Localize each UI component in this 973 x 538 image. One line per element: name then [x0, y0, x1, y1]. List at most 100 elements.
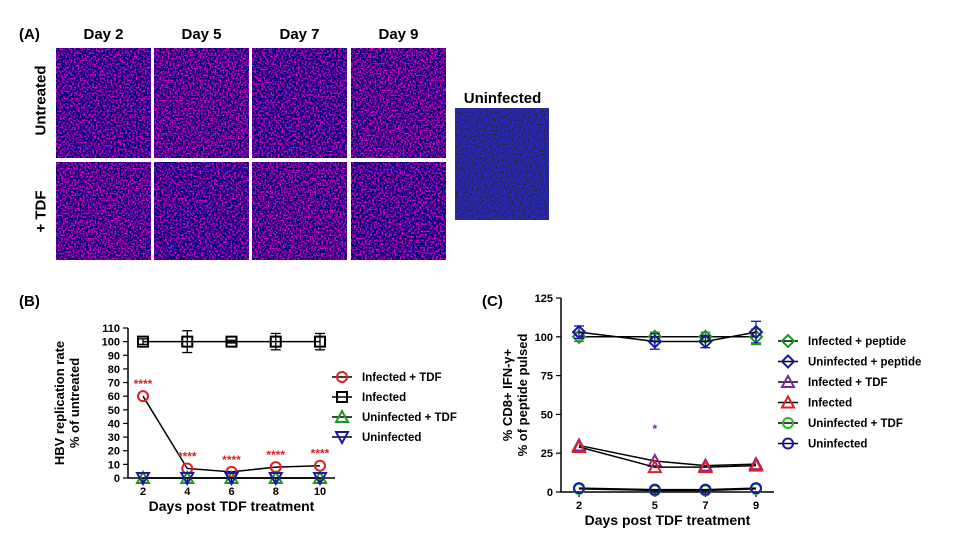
microscopy-grid	[56, 48, 549, 260]
panel-c-label: (C)	[482, 293, 503, 310]
x-axis-label: Days post TDF treatment	[149, 498, 315, 514]
significance-label: ****	[222, 453, 241, 467]
data-point-infected	[697, 459, 714, 474]
micrograph-untreated-day-9	[351, 48, 446, 158]
data-point-uninfected-peptide	[748, 324, 764, 340]
column-header-day-7: Day 7	[279, 26, 320, 43]
data-point-uninfected	[179, 472, 195, 487]
data-point-infected	[314, 335, 326, 348]
micrograph-tdf-day-9	[351, 162, 446, 260]
legend-label-infected-peptide: Infected + peptide	[808, 336, 906, 348]
y-axis-label: HBV replication rate	[52, 341, 67, 465]
data-point-uninfected	[312, 472, 328, 487]
data-point-uninfected	[573, 482, 585, 495]
y-tick-label: 30	[108, 432, 120, 444]
data-point-uninfected	[750, 482, 762, 495]
y-tick-label: 50	[108, 405, 120, 417]
legend-label-infected-tdf: Infected + TDF	[362, 372, 442, 384]
y-axis-label: % of untreated	[67, 358, 82, 448]
data-point-infected	[748, 457, 764, 472]
data-point-uninfected	[135, 472, 151, 487]
series-line-uninfected	[578, 487, 757, 491]
column-header-day-2: Day 2	[83, 26, 124, 43]
data-point-infected	[647, 459, 663, 474]
legend-label-uninfected-tdf: Uninfected + TDF	[362, 412, 457, 424]
legend-label-infected: Infected	[362, 392, 406, 404]
micrograph-tdf-day-7	[252, 162, 347, 260]
micrograph-untreated-day-7	[252, 48, 347, 158]
legend-label-infected: Infected	[808, 398, 852, 410]
panel-a-label: (A)	[19, 26, 40, 43]
legend-marker-uninfected	[334, 431, 350, 446]
y-tick-label: 10	[108, 459, 120, 471]
data-point-infected	[181, 335, 194, 348]
x-tick-label: 5	[652, 500, 658, 512]
column-header-day-5: Day 5	[181, 26, 222, 43]
legend-marker-uninfected	[782, 437, 794, 450]
y-tick-label: 40	[108, 418, 120, 430]
data-point-uninfected	[223, 472, 240, 487]
x-tick-label: 9	[753, 500, 759, 512]
legend-label-uninfected: Uninfected	[808, 439, 867, 451]
y-axis-label: % CD8+ IFN-γ+	[500, 348, 515, 441]
legend-marker-uninfected-tdf	[782, 417, 794, 429]
x-tick-label: 2	[576, 500, 582, 512]
significance-label: ****	[311, 447, 330, 461]
y-tick-label: 125	[535, 293, 553, 305]
y-tick-label: 90	[108, 350, 120, 362]
legend-marker-infected	[780, 394, 796, 409]
x-tick-label: 8	[273, 486, 279, 498]
micrograph-uninfected	[455, 108, 549, 220]
data-point-infected-tdf	[137, 390, 149, 403]
data-point-uninfected	[648, 483, 661, 496]
legend-label-infected-tdf: Infected + TDF	[808, 377, 888, 389]
y-tick-label: 80	[108, 364, 120, 376]
micrograph-untreated-day-5	[154, 48, 249, 158]
significance-label: *	[653, 422, 658, 436]
data-point-infected	[269, 335, 282, 348]
legend-label-uninfected-tdf: Uninfected + TDF	[808, 418, 903, 430]
legend-marker-infected-tdf	[780, 373, 796, 388]
legend-marker-uninfected-tdf	[334, 408, 350, 423]
x-axis-label: Days post TDF treatment	[585, 512, 751, 528]
y-tick-label: 60	[108, 391, 120, 403]
series-line-uninfected-tdf	[578, 488, 757, 492]
column-header-day-9: Day 9	[378, 26, 419, 43]
data-point-uninfected-peptide	[571, 324, 587, 340]
uninfected-label: Uninfected	[463, 90, 542, 107]
micrograph-tdf-day-5	[154, 162, 249, 260]
x-tick-label: 10	[314, 486, 326, 498]
significance-label: ****	[134, 377, 153, 391]
x-tick-label: 6	[228, 486, 234, 498]
data-point-infected	[225, 335, 238, 348]
data-point-uninfected	[699, 483, 712, 496]
y-tick-label: 100	[535, 332, 553, 344]
x-tick-label: 4	[184, 486, 191, 498]
data-point-infected-tdf	[647, 452, 663, 467]
legend-label-uninfected-peptide: Uninfected + peptide	[808, 357, 921, 369]
legend-marker-infected-peptide	[780, 333, 796, 349]
legend-label-uninfected: Uninfected	[362, 432, 421, 444]
data-point-uninfected-peptide	[698, 334, 713, 349]
data-point-uninfected	[268, 472, 284, 487]
y-tick-label: 20	[108, 446, 120, 458]
series-line-infected-tdf	[578, 444, 757, 467]
y-tick-label: 0	[114, 473, 120, 485]
y-tick-label: 25	[541, 448, 553, 460]
y-tick-label: 110	[102, 323, 120, 335]
y-axis-label: % of peptide pulsed	[515, 334, 530, 457]
micrograph-untreated-day-2	[56, 48, 151, 158]
significance-label: ****	[178, 449, 197, 463]
data-point-uninfected-peptide	[647, 334, 663, 349]
y-tick-label: 100	[102, 337, 120, 349]
data-point-infected-tdf	[225, 465, 238, 478]
legend-marker-infected-tdf	[336, 371, 348, 383]
significance-label: ****	[266, 448, 285, 462]
y-tick-label: 70	[108, 378, 120, 390]
series-line-uninfected-peptide	[578, 331, 757, 343]
panel-b-label: (B)	[19, 293, 40, 310]
x-tick-label: 7	[702, 500, 708, 512]
legend-marker-infected	[336, 391, 348, 403]
